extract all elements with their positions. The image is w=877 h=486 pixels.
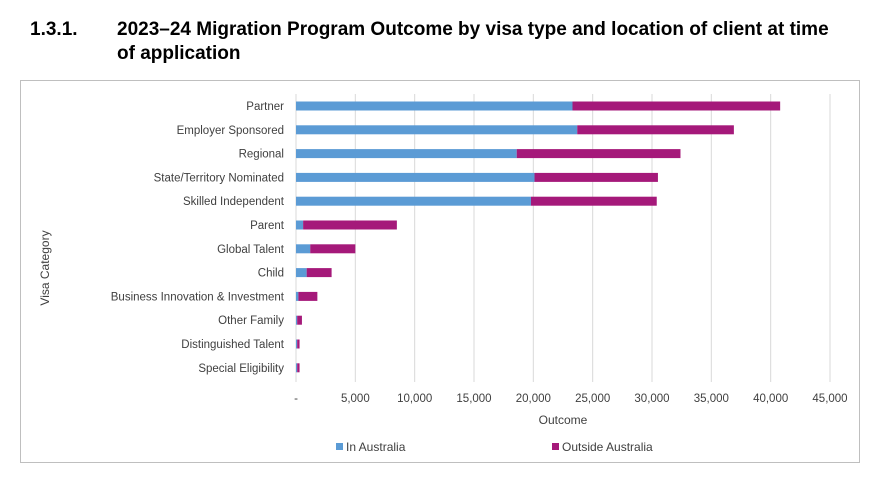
bar-outside-australia [298,291,318,301]
bar-outside-australia [516,149,681,159]
x-tick-label: 25,000 [575,393,610,405]
bar-in-australia [296,125,578,135]
x-tick-label: 30,000 [634,393,669,405]
legend-label: Outside Australia [562,440,653,454]
legend-swatch [336,443,343,450]
bars [296,101,781,373]
category-label: Skilled Independent [183,196,285,208]
bar-in-australia [296,196,531,206]
category-label: Child [258,268,284,280]
x-tick-label: 15,000 [456,393,491,405]
bar-in-australia [296,315,298,325]
category-label: Distinguished Talent [181,339,285,351]
bar-in-australia [296,291,299,301]
chart-title: 2023–24 Migration Program Outcome by vis… [117,19,829,64]
bar-outside-australia [303,220,397,230]
y-axis-title: Visa Category [38,230,52,305]
legend: In Australia Outside Australia [336,440,653,454]
x-tick-labels: - 5,000 10,000 15,000 20,000 25,000 30,000 35,0… [294,393,848,405]
gridlines [295,94,831,382]
category-label: Global Talent [217,244,285,256]
x-tick-label: 45,000 [812,393,847,405]
category-label: Partner [246,101,284,113]
bar-outside-australia [530,196,657,206]
x-tick-label: 35,000 [694,393,729,405]
bar-outside-australia [297,315,302,325]
chart-frame [20,80,860,463]
section-number: 1.3.1. [30,19,78,40]
bar-outside-australia [297,339,300,349]
category-label: State/Territory Nominated [154,172,284,184]
bar-outside-australia [297,363,300,373]
x-tick-label: 40,000 [753,393,788,405]
x-tick-label: 20,000 [516,393,551,405]
x-tick-label: - [294,393,298,405]
x-tick-label: 5,000 [341,393,370,405]
x-axis-title: Outcome [539,413,588,427]
category-label: Parent [250,220,285,232]
category-label: Business Innovation & Investment [111,291,285,303]
category-label: Special Eligibility [198,363,284,375]
category-label: Employer Sponsored [177,125,284,137]
bar-in-australia [296,268,307,278]
bar-outside-australia [572,101,781,111]
category-label: Regional [239,149,284,161]
bar-outside-australia [310,244,356,254]
bar-outside-australia [306,268,332,278]
x-tick-label: 10,000 [397,393,432,405]
legend-swatch [552,443,559,450]
bar-in-australia [296,244,311,254]
bar-outside-australia [534,172,658,182]
legend-label: In Australia [346,440,406,454]
category-labels: Partner Employer Sponsored Regional State/T… [111,101,285,375]
bar-in-australia [296,101,573,111]
bar-in-australia [296,220,304,230]
bar-in-australia [296,339,298,349]
bar-in-australia [296,149,517,159]
category-label: Other Family [218,315,284,327]
bar-in-australia [296,172,535,182]
bar-outside-australia [577,125,734,135]
bar-in-australia [296,363,298,373]
